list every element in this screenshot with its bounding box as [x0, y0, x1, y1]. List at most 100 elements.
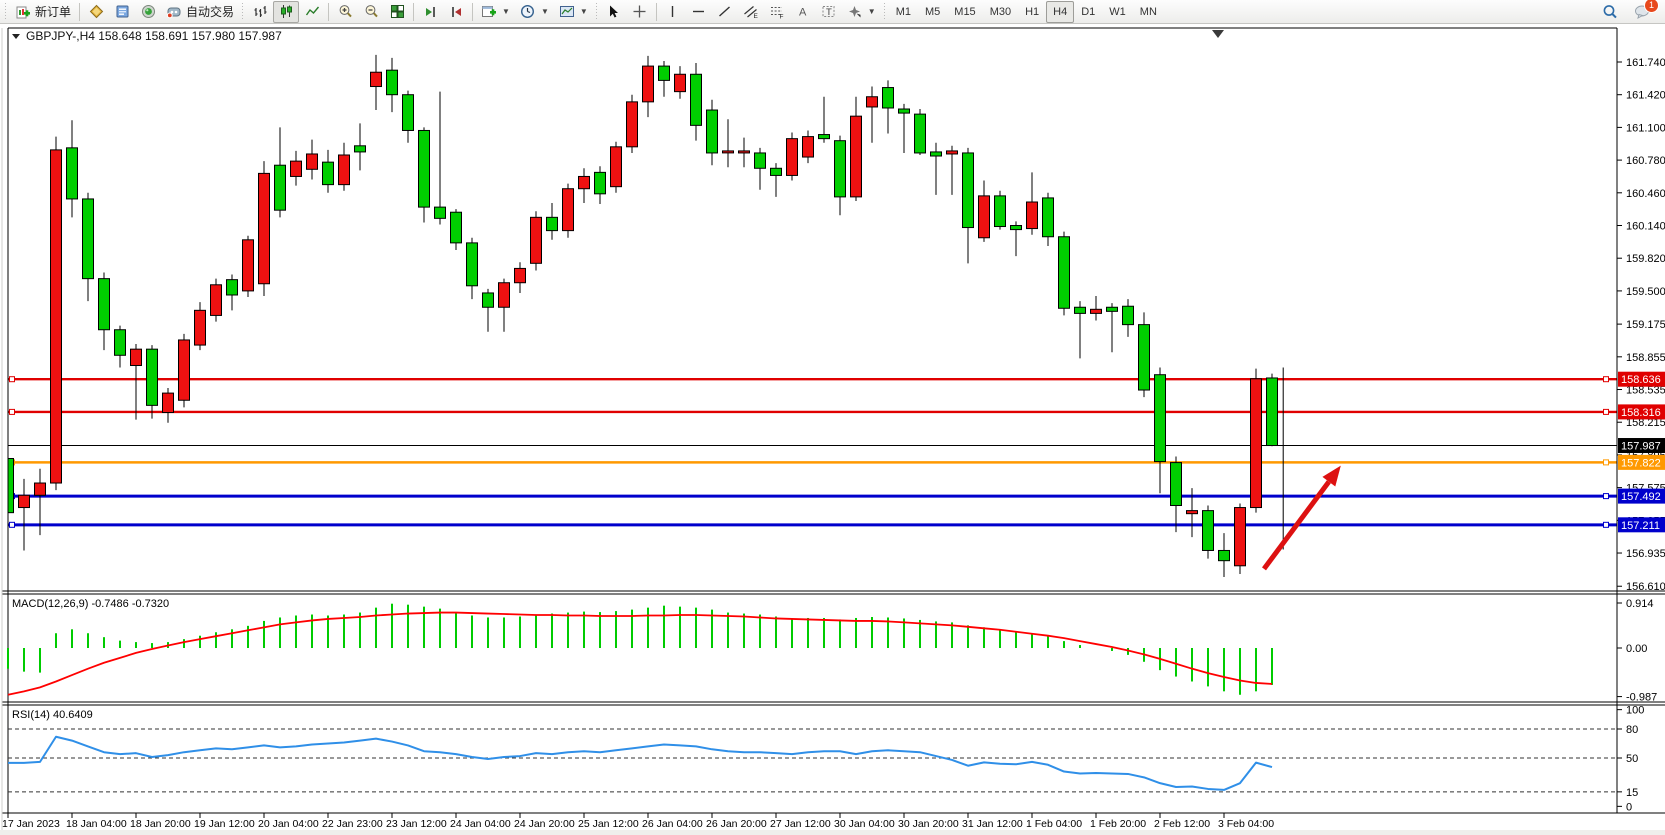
svg-text:15: 15 [1626, 787, 1638, 799]
template-dropdown[interactable]: ▼ [554, 1, 593, 23]
arrows-dropdown[interactable]: ▼ [842, 1, 881, 23]
svg-text:160.460: 160.460 [1626, 188, 1665, 200]
autotrading-icon [166, 4, 182, 20]
rsi-line [8, 735, 1273, 791]
separator [79, 2, 81, 21]
svg-text:157.822: 157.822 [1621, 457, 1661, 469]
channel-button[interactable]: E [738, 1, 764, 23]
svg-text:31 Jan 12:00: 31 Jan 12:00 [962, 818, 1023, 830]
toolbar-right: 1 [1597, 0, 1663, 23]
tf-button-M15[interactable]: M15 [954, 5, 976, 18]
trendline-button[interactable] [712, 1, 738, 23]
tf-button-M5[interactable]: M5 [925, 5, 941, 18]
trendline-icon [717, 4, 733, 20]
market-watch-button[interactable] [83, 1, 109, 23]
price-axis: 161.740 161.420 161.100 160.780 160.460 160.1… [1617, 57, 1665, 593]
navigator-button[interactable] [135, 1, 161, 23]
crosshair-icon [632, 4, 648, 20]
chart-shift-button[interactable] [417, 1, 443, 23]
chart-title: GBPJPY-,H4 158.648 158.691 157.980 157.9… [12, 29, 282, 43]
autotrading-button[interactable]: 自动交易 [161, 1, 239, 23]
toolbar: 新订单 自动交易 [0, 0, 1665, 24]
svg-text:159.500: 159.500 [1626, 286, 1665, 298]
chat-button[interactable]: 1 [1629, 0, 1659, 23]
svg-text:2 Feb 12:00: 2 Feb 12:00 [1154, 818, 1210, 830]
bar-chart-icon [252, 4, 268, 20]
macd-signal-line [7, 611, 1273, 696]
fibonacci-button[interactable]: F [764, 1, 790, 23]
separator [655, 2, 657, 21]
crosshair-button[interactable] [627, 1, 653, 23]
zoom-in-button[interactable] [332, 1, 358, 23]
price-badge [1618, 404, 1665, 420]
svg-text:158.636: 158.636 [1621, 374, 1661, 386]
tf-button-M30[interactable]: M30 [989, 5, 1012, 18]
svg-text:26 Jan 04:00: 26 Jan 04:00 [642, 818, 703, 830]
svg-text:158.316: 158.316 [1621, 407, 1661, 419]
macd-pane: 0.914 0.00 -0.987 MACD(12,26,9) -0.7486 -0.… [7, 598, 1657, 704]
data-window-button[interactable] [109, 1, 135, 23]
horizontal-line-icon [691, 4, 707, 20]
svg-text:1 Feb 20:00: 1 Feb 20:00 [1090, 818, 1146, 830]
tf-button-MN[interactable]: MN [1139, 5, 1157, 18]
text-label-button[interactable]: T [816, 1, 842, 23]
vertical-line-button[interactable] [660, 1, 686, 23]
new-chart-dropdown[interactable]: ▼ [476, 1, 515, 23]
svg-text:156.610: 156.610 [1626, 581, 1665, 593]
svg-text:27 Jan 12:00: 27 Jan 12:00 [770, 818, 831, 830]
tf-button-D1[interactable]: D1 [1081, 5, 1096, 18]
svg-text:18 Jan 04:00: 18 Jan 04:00 [66, 818, 127, 830]
svg-text:161.740: 161.740 [1626, 57, 1665, 69]
chart-canvas[interactable]: 161.740 161.420 161.100 160.780 160.460 160.1… [0, 24, 1665, 835]
new-order-icon [15, 4, 31, 20]
window-bottom-edge [0, 830, 1665, 835]
zoom-out-button[interactable] [358, 1, 384, 23]
toolbar-grip[interactable] [882, 2, 887, 21]
chart-menu-icon[interactable] [12, 34, 20, 39]
toolbar-grip[interactable] [594, 2, 599, 21]
svg-text:158.215: 158.215 [1626, 417, 1665, 429]
tf-button-W1[interactable]: W1 [1109, 5, 1126, 18]
toolbar-grip[interactable] [4, 2, 8, 21]
tf-button-H1[interactable]: H1 [1025, 5, 1040, 18]
svg-text:159.820: 159.820 [1626, 253, 1665, 265]
price-badge [1618, 438, 1665, 454]
tile-windows-icon [389, 4, 405, 20]
period-dropdown[interactable]: ▼ [515, 1, 554, 23]
svg-text:26 Jan 20:00: 26 Jan 20:00 [706, 818, 767, 830]
price-badge [1618, 371, 1665, 387]
line-handle [1603, 376, 1609, 383]
svg-text:E: E [753, 13, 758, 19]
tile-windows-button[interactable] [384, 1, 410, 23]
clock-icon [520, 4, 536, 20]
svg-text:0.00: 0.00 [1626, 643, 1647, 655]
svg-text:160.780: 160.780 [1626, 155, 1665, 167]
svg-text:0.914: 0.914 [1626, 598, 1654, 610]
chart-svg[interactable]: 161.740 161.420 161.100 160.780 160.460 160.1… [0, 24, 1665, 835]
chart-template-icon [559, 4, 575, 20]
horizontal-line-button[interactable] [686, 1, 712, 23]
svg-text:157.987: 157.987 [1621, 441, 1661, 453]
arrows-icon [847, 4, 863, 20]
svg-text:1 Feb 04:00: 1 Feb 04:00 [1026, 818, 1082, 830]
line-handle [1603, 408, 1609, 415]
toolbar-grip[interactable] [241, 2, 246, 21]
candlestick-chart-button[interactable] [273, 0, 300, 23]
cursor-button[interactable] [601, 1, 627, 23]
text-label-icon: T [821, 4, 837, 20]
tf-button-H4[interactable]: H4 [1046, 0, 1075, 23]
candles-layer [8, 54, 1278, 578]
search-button[interactable] [1597, 1, 1623, 23]
horizontal-lines[interactable] [8, 376, 1617, 528]
market-watch-icon [88, 4, 104, 20]
text-button[interactable]: A [790, 1, 816, 23]
auto-scroll-button[interactable] [443, 1, 469, 23]
line-chart-button[interactable] [299, 1, 325, 23]
trend-arrow[interactable] [1261, 465, 1341, 571]
data-window-icon [114, 4, 130, 20]
tf-button-M1[interactable]: M1 [895, 5, 911, 18]
bar-chart-button[interactable] [247, 1, 273, 23]
rsi-pane: 100 80 50 15 0 RSI(14) 40.6409 [8, 705, 1644, 813]
svg-text:A: A [799, 7, 807, 19]
new-order-button[interactable]: 新订单 [10, 1, 76, 23]
